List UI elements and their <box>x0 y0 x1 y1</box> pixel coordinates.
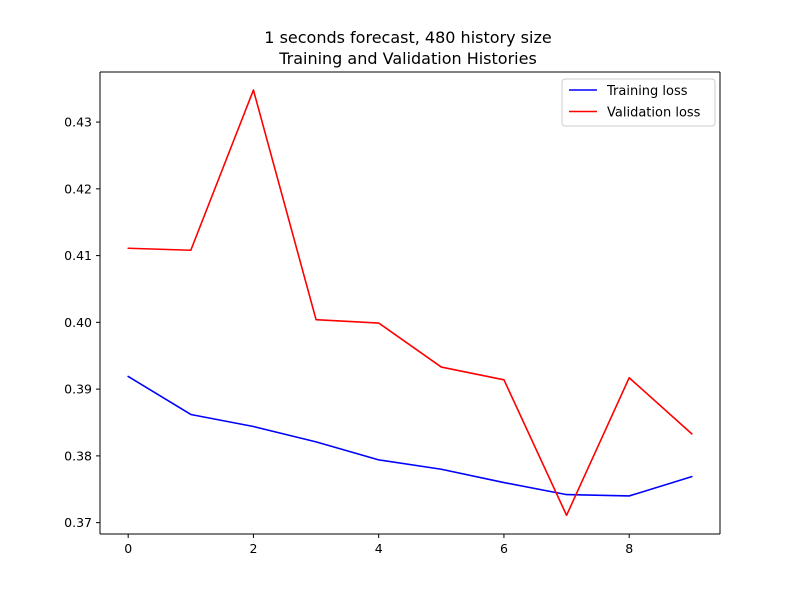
y-tick-label: 0.39 <box>64 382 92 397</box>
legend-label-validation-loss: Validation loss <box>607 106 701 121</box>
series-layer <box>127 89 693 517</box>
y-tick-label: 0.37 <box>64 515 92 530</box>
x-tick-label: 0 <box>124 541 132 556</box>
x-tick-label: 2 <box>249 541 257 556</box>
y-tick-label: 0.42 <box>64 181 92 196</box>
legend-frame <box>561 78 716 127</box>
plot-area: 0 2 4 6 8 0.37 0.38 0.39 0.40 0.41 0.42 0.43 <box>64 71 721 556</box>
x-tick-label: 6 <box>500 541 508 556</box>
series-line-training-loss <box>127 375 693 497</box>
legend: Training loss Validation loss <box>561 78 716 127</box>
legend-items: Training loss Validation loss <box>569 84 701 121</box>
y-tick-label: 0.43 <box>64 115 92 130</box>
y-tick-label: 0.40 <box>64 315 92 330</box>
ticks-layer: 0 2 4 6 8 0.37 0.38 0.39 0.40 0.41 0.42 0.43 <box>64 115 633 556</box>
legend-label-training-loss: Training loss <box>606 84 688 99</box>
y-tick-label: 0.38 <box>64 448 92 463</box>
plot-background <box>100 72 720 534</box>
axes-layer <box>99 71 721 535</box>
x-tick-label: 8 <box>625 541 633 556</box>
series-line-validation-loss <box>127 89 693 517</box>
y-tick-label: 0.41 <box>64 248 92 263</box>
x-tick-label: 4 <box>375 541 383 556</box>
chart-title: 1 seconds forecast, 480 history size <box>264 28 551 47</box>
chart-subtitle: Training and Validation Histories <box>278 49 537 68</box>
